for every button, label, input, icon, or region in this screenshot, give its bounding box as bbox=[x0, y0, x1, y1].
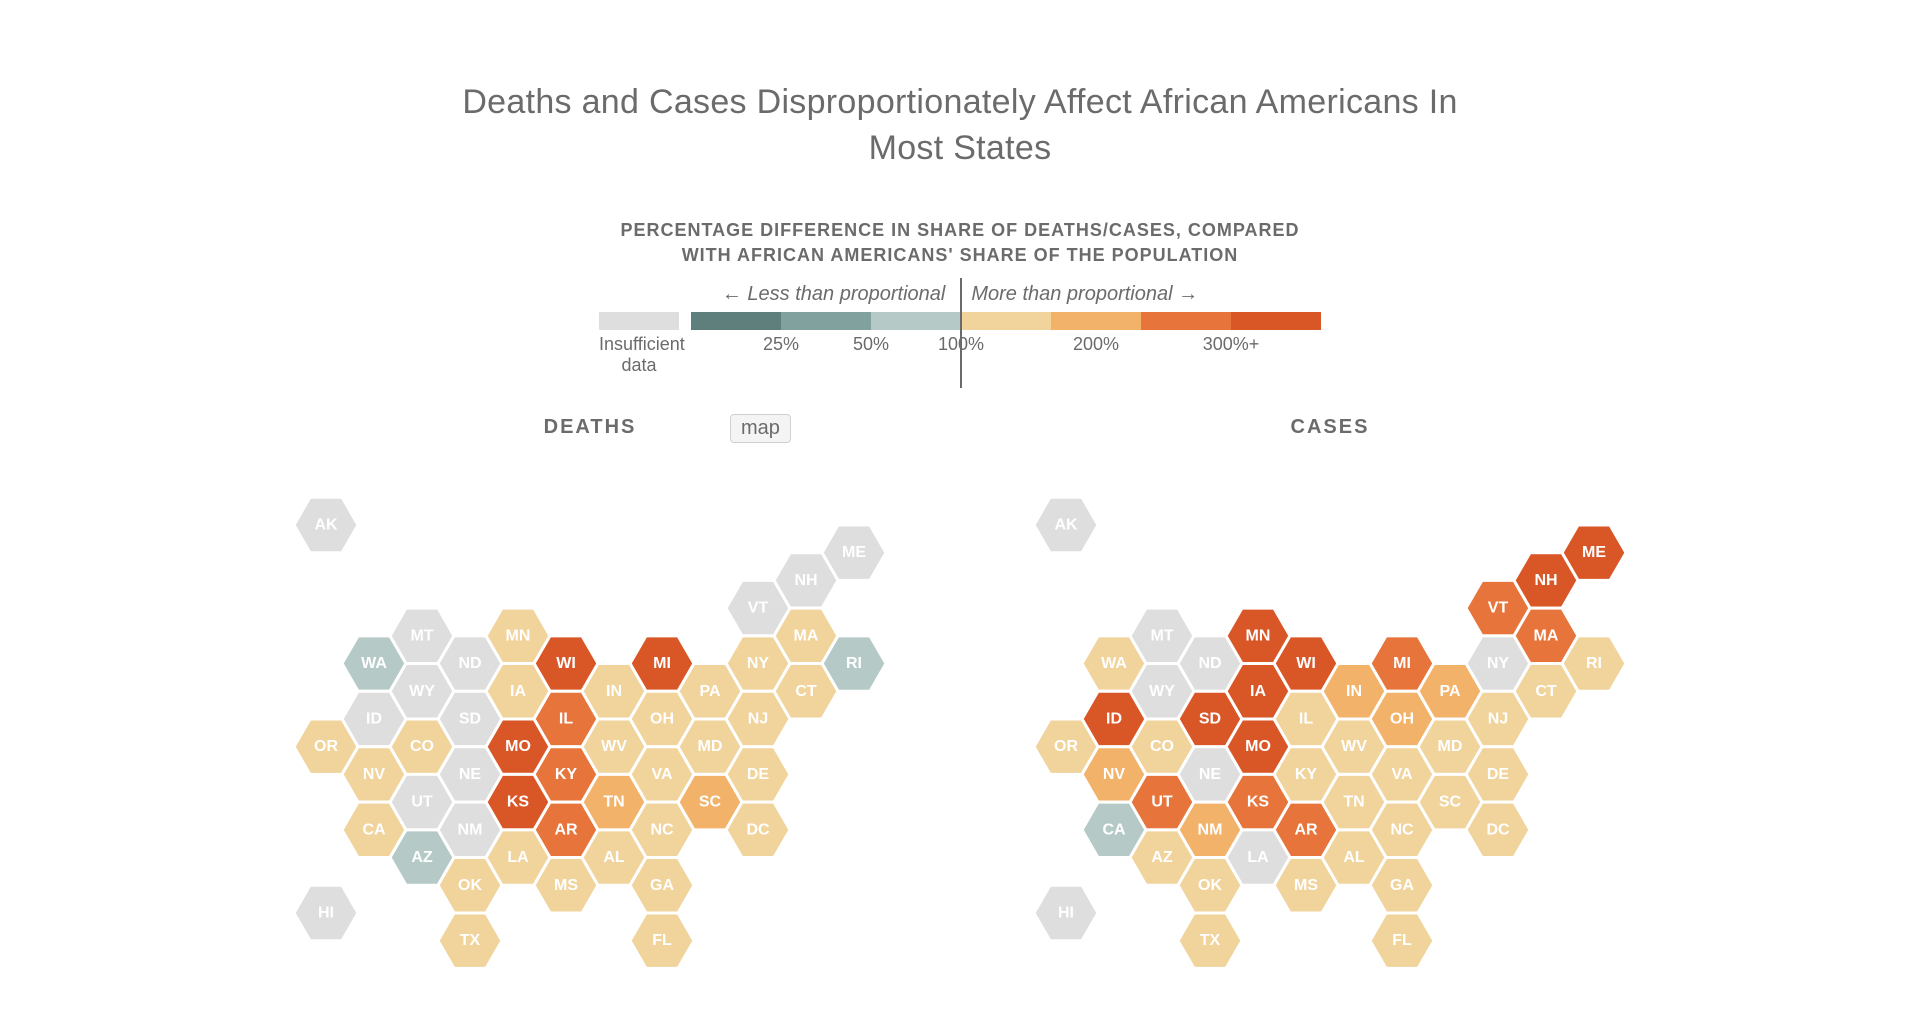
legend-tick: 25% bbox=[763, 334, 799, 355]
hex-dc[interactable]: DC bbox=[1466, 802, 1530, 857]
hex-hi[interactable]: HI bbox=[1034, 885, 1098, 940]
legend-tick: 100% bbox=[938, 334, 984, 355]
legend-scale bbox=[691, 312, 1321, 330]
hex-ct[interactable]: CT bbox=[1514, 663, 1578, 718]
legend-tick: 50% bbox=[853, 334, 889, 355]
legend-swatch bbox=[781, 312, 871, 330]
hex-ga[interactable]: GA bbox=[630, 857, 694, 912]
legend-more-label: More than proportional → bbox=[971, 283, 1198, 306]
legend-swatch bbox=[1051, 312, 1141, 330]
legend-swatch bbox=[961, 312, 1051, 330]
legend-swatch bbox=[871, 312, 961, 330]
legend-tick: 300%+ bbox=[1203, 334, 1260, 355]
legend-swatch bbox=[691, 312, 781, 330]
legend-tick: 200% bbox=[1073, 334, 1119, 355]
legend-title: PERCENTAGE DIFFERENCE IN SHARE OF DEATHS… bbox=[600, 218, 1320, 268]
hex-ak[interactable]: AK bbox=[1034, 497, 1098, 552]
legend-insufficient: Insufficient data bbox=[599, 312, 679, 375]
hex-ak[interactable]: AK bbox=[294, 497, 358, 552]
map-cases: CASES AKMEVTNHWAMTNDMNWIMINYMARIIDWYSDIA… bbox=[990, 416, 1670, 980]
hex-tx[interactable]: TX bbox=[1178, 913, 1242, 968]
map-toggle-button[interactable]: map bbox=[730, 414, 791, 443]
hex-dc[interactable]: DC bbox=[726, 802, 790, 857]
legend: PERCENTAGE DIFFERENCE IN SHARE OF DEATHS… bbox=[0, 218, 1920, 376]
hex-hi[interactable]: HI bbox=[294, 885, 358, 940]
map-title-deaths: DEATHS bbox=[250, 416, 930, 439]
legend-divider bbox=[960, 278, 962, 388]
map-deaths: DEATHS map AKMEVTNHWAMTNDMNWIMINYMARIIDW… bbox=[250, 416, 930, 980]
hex-tx[interactable]: TX bbox=[438, 913, 502, 968]
map-title-cases: CASES bbox=[990, 416, 1670, 439]
hex-fl[interactable]: FL bbox=[630, 913, 694, 968]
hex-nh[interactable]: NH bbox=[1514, 552, 1578, 607]
hex-nh[interactable]: NH bbox=[774, 552, 838, 607]
hex-ga[interactable]: GA bbox=[1370, 857, 1434, 912]
page-title: Deaths and Cases Disproportionately Affe… bbox=[460, 80, 1460, 172]
legend-swatch bbox=[1231, 312, 1321, 330]
hex-fl[interactable]: FL bbox=[1370, 913, 1434, 968]
legend-less-label: ← Less than proportional bbox=[722, 283, 945, 306]
hex-ct[interactable]: CT bbox=[774, 663, 838, 718]
legend-swatch bbox=[1141, 312, 1231, 330]
